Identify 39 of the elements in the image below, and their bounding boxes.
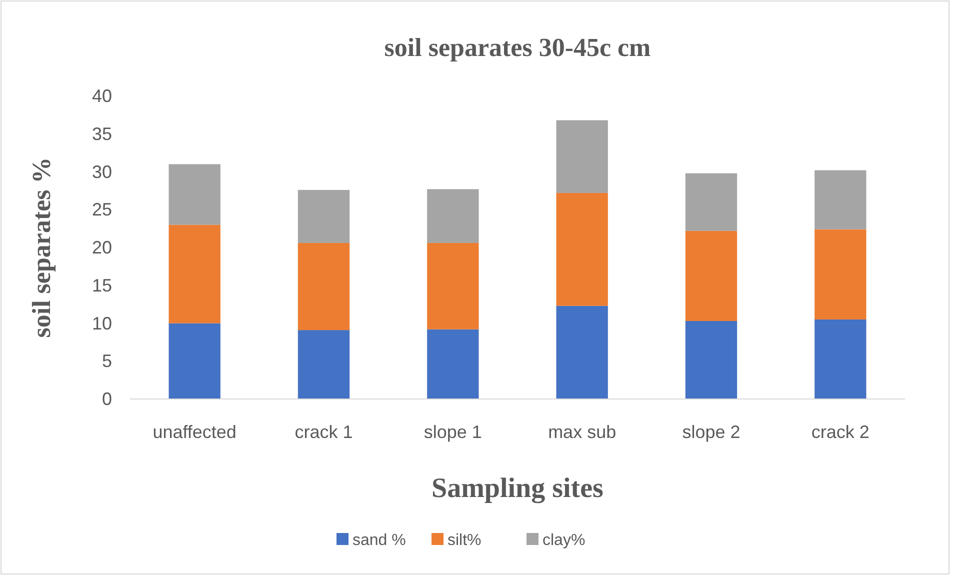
x-tick-label: crack 2 xyxy=(811,422,870,442)
bar xyxy=(427,189,479,243)
bar xyxy=(685,320,738,399)
x-tick-label: slope 1 xyxy=(424,422,482,442)
bar xyxy=(814,229,866,320)
y-tick-label: 25 xyxy=(92,200,112,220)
bar xyxy=(685,173,738,231)
y-tick-label: 30 xyxy=(92,162,112,182)
legend-label: silt% xyxy=(448,532,482,549)
bar xyxy=(427,242,479,330)
y-tick-label: 40 xyxy=(92,86,112,106)
bar xyxy=(556,192,608,306)
bar xyxy=(685,230,738,321)
bar xyxy=(168,224,220,324)
x-axis-title: Sampling sites xyxy=(432,473,604,504)
x-tick-label: crack 1 xyxy=(294,422,353,442)
y-tick-label: 0 xyxy=(102,389,112,409)
chart-title: soil separates 30-45c cm xyxy=(384,33,652,62)
x-tick-label: slope 2 xyxy=(682,422,740,442)
bar xyxy=(298,330,350,399)
x-tick-label: max sub xyxy=(548,422,616,442)
bar xyxy=(168,164,220,225)
y-axis-title: soil separates % xyxy=(27,157,56,338)
bar xyxy=(556,306,608,399)
bar xyxy=(814,319,866,399)
bar xyxy=(298,242,350,330)
legend-label: sand % xyxy=(352,532,406,549)
y-tick-label: 20 xyxy=(92,238,112,258)
legend-label: clay% xyxy=(542,532,586,549)
x-tick-label: unaffected xyxy=(152,422,236,442)
y-tick-label: 10 xyxy=(92,313,112,334)
bar xyxy=(814,170,866,230)
bar xyxy=(556,120,608,193)
bar xyxy=(427,329,479,399)
y-tick-label: 5 xyxy=(102,351,112,372)
bar xyxy=(298,190,350,243)
y-tick-label: 15 xyxy=(92,275,112,296)
bar xyxy=(168,323,220,399)
y-tick-label: 35 xyxy=(92,124,112,144)
